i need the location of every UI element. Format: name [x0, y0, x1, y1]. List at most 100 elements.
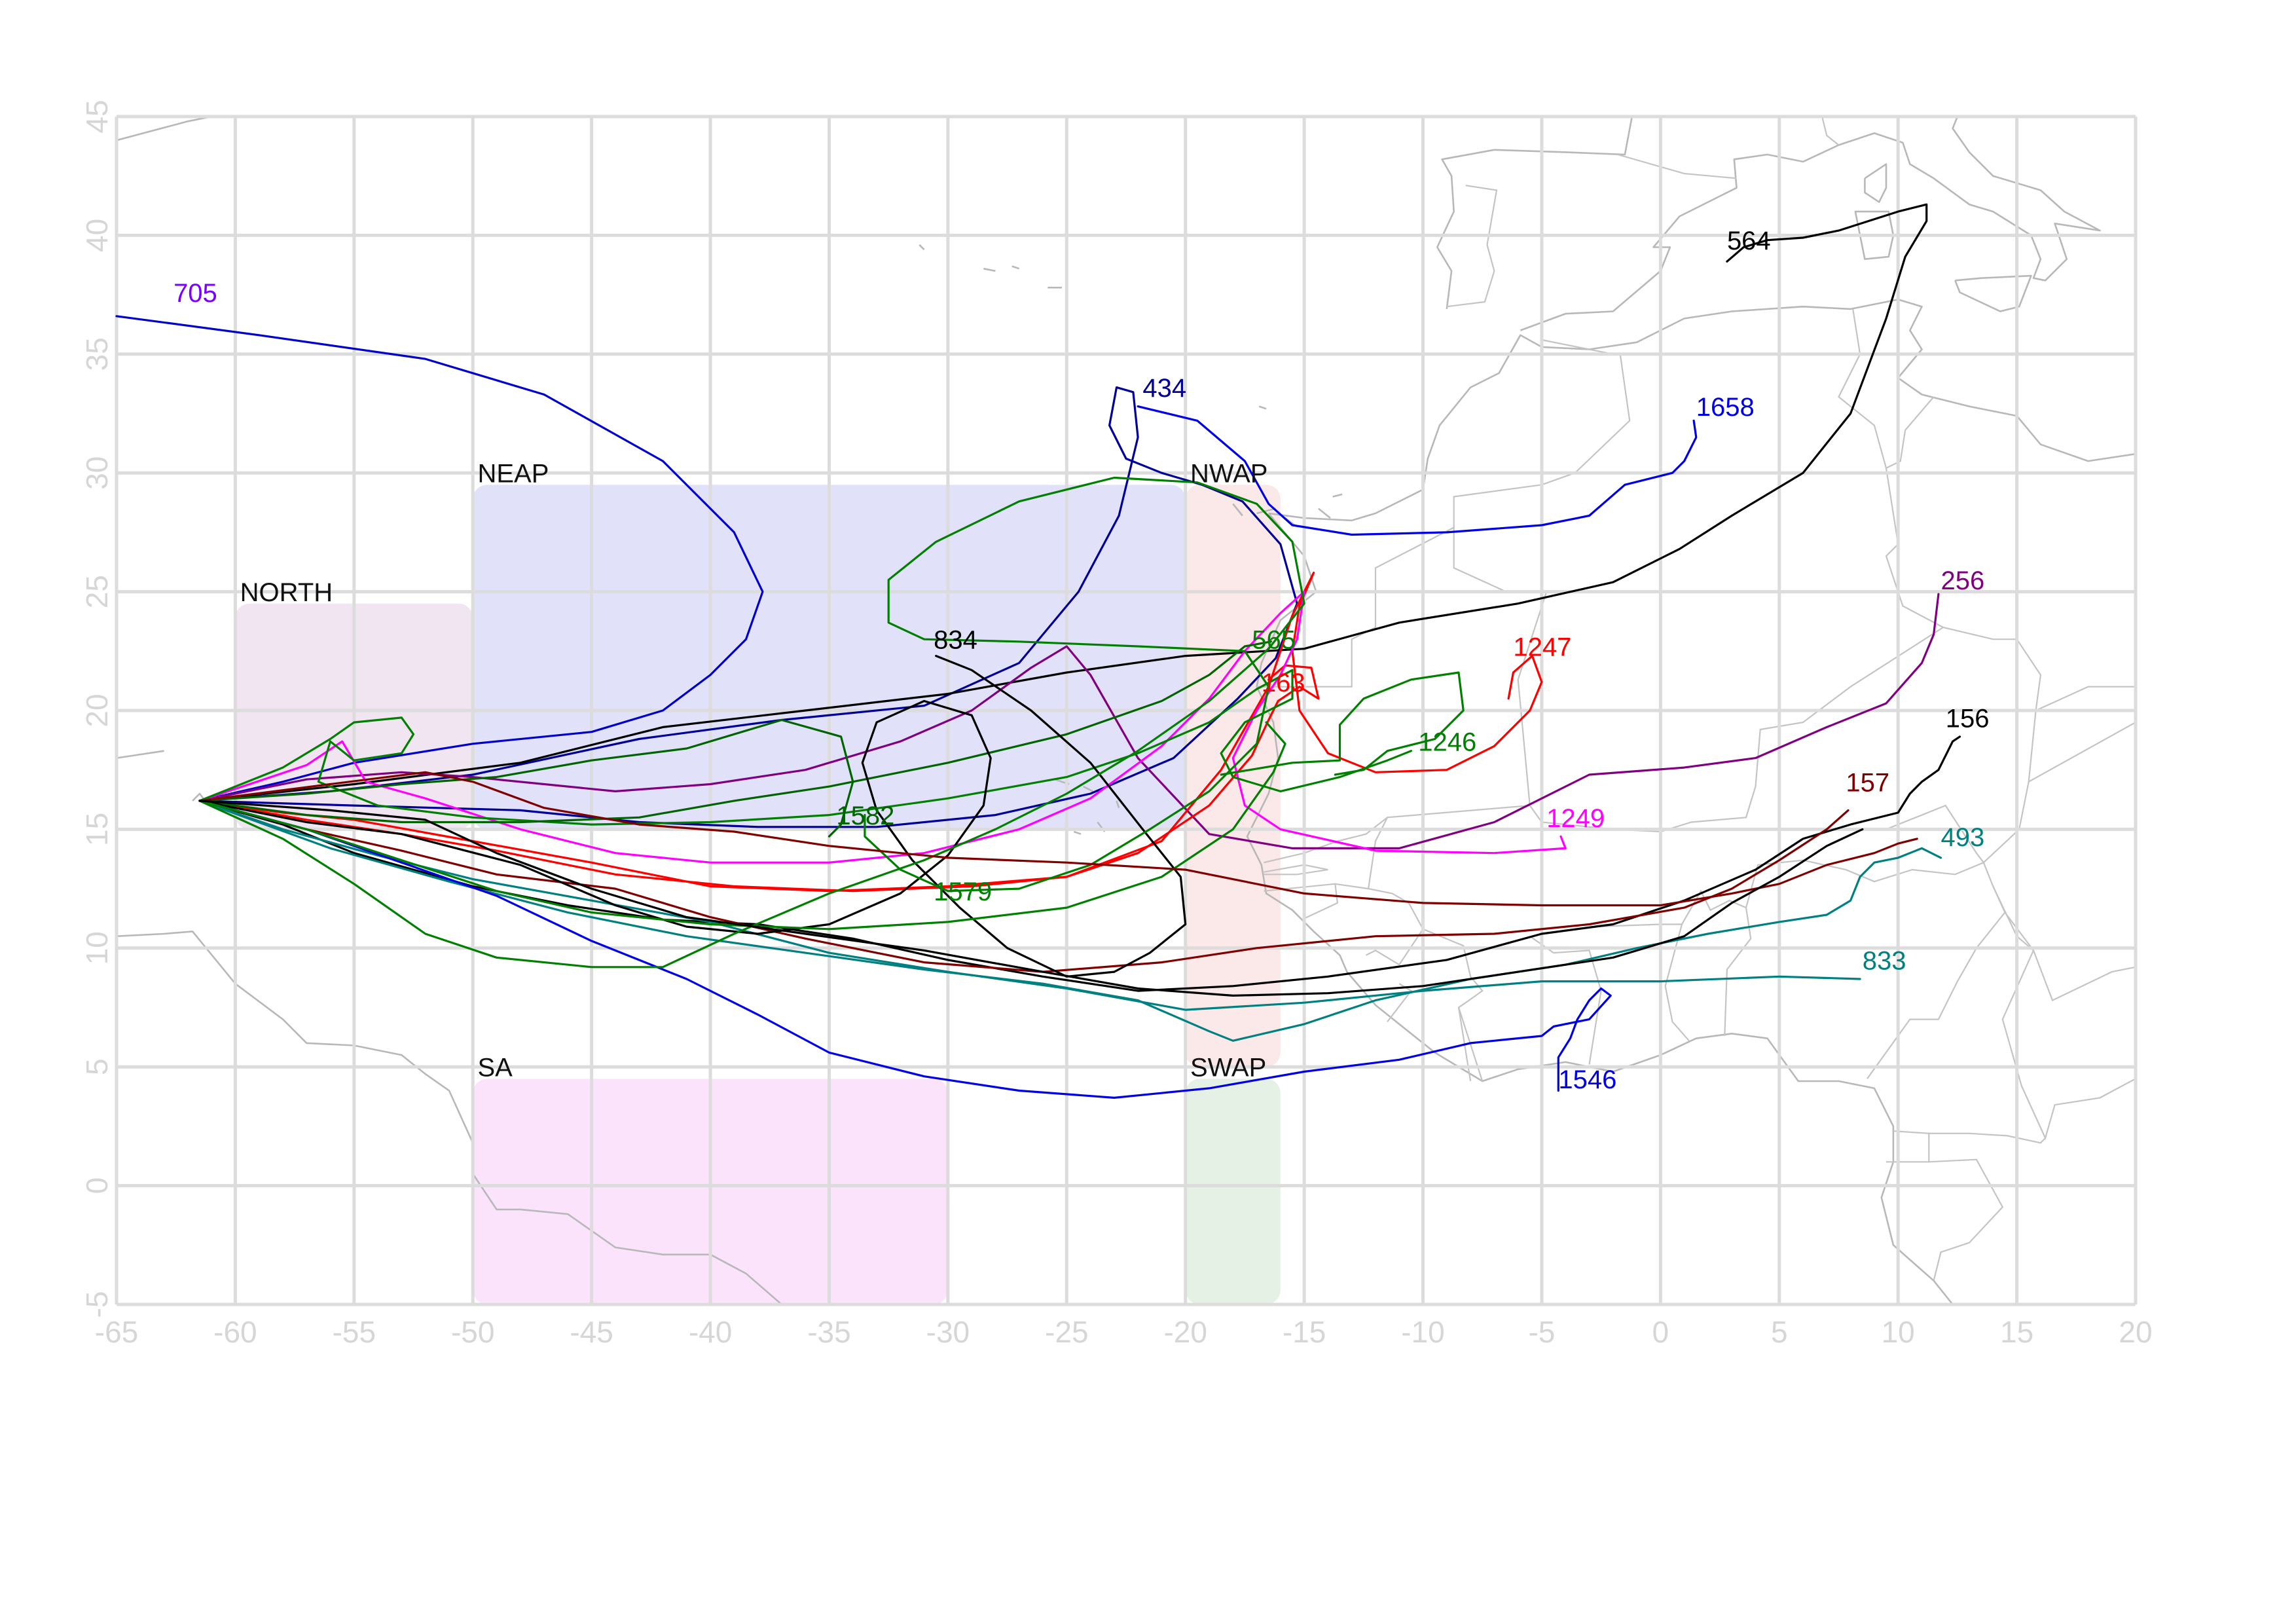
- x-tick-label: -20: [1163, 1315, 1207, 1349]
- country-border: [1446, 185, 1498, 308]
- trajectory-1246: [198, 669, 1412, 826]
- trajectory-1579: [198, 476, 1305, 969]
- y-tick-label: 40: [80, 219, 114, 252]
- x-tick-label: -45: [570, 1315, 613, 1349]
- x-tick-label: 5: [1771, 1315, 1788, 1349]
- coastline: [1246, 513, 1969, 1306]
- trajectory-1546: [198, 800, 1612, 1099]
- trajectory-1658: [1137, 405, 1698, 536]
- country-border: [1886, 1130, 1930, 1163]
- coastline: [116, 750, 164, 759]
- country-border: [1992, 886, 2136, 1002]
- region-label-sa: SA: [477, 1054, 513, 1082]
- region-label-swap: SWAP: [1190, 1054, 1266, 1082]
- country-border: [1617, 153, 1737, 179]
- island: [1332, 493, 1343, 498]
- y-tick-label: 10: [80, 931, 114, 965]
- trajectory-black-c: [198, 800, 1864, 997]
- country-border: [1681, 889, 1752, 1037]
- coastline: [1864, 163, 1887, 203]
- coastline: [1436, 116, 1633, 310]
- region-label-neap: NEAP: [477, 460, 549, 489]
- trajectory-label-1582: 1582: [836, 802, 894, 830]
- trajectory-lines: [115, 203, 1961, 1099]
- country-border: [1929, 1132, 2046, 1144]
- coastline: [116, 931, 782, 1305]
- y-axis-ticks: 45 40 35 30 25 20 15 10 5 0 -5: [80, 100, 114, 1318]
- trajectory-label-1579: 1579: [934, 877, 992, 906]
- country-border: [1387, 983, 1413, 1022]
- x-tick-label: -30: [926, 1315, 970, 1349]
- grid-lines: [115, 115, 2138, 1306]
- country-border: [1821, 116, 1840, 146]
- trajectory-label-434: 434: [1142, 374, 1186, 403]
- trajectory-157: [198, 800, 1850, 973]
- x-tick-label: 10: [1882, 1315, 1915, 1349]
- country-border: [1929, 1158, 2004, 1281]
- trajectory-label-157: 157: [1846, 768, 1889, 797]
- trajectory-label-834: 834: [934, 626, 977, 655]
- island: [919, 244, 925, 251]
- trajectory-label-1546: 1546: [1558, 1065, 1616, 1094]
- x-tick-label: 15: [2000, 1315, 2033, 1349]
- trajectory-label-493: 493: [1941, 823, 1984, 852]
- country-border: [1886, 396, 1935, 469]
- x-tick-label: -15: [1283, 1315, 1326, 1349]
- trajectory-434: [198, 386, 1298, 828]
- x-axis-ticks: -65 -60 -55 -50 -45 -40 -35 -30 -25 -20 -15 -10 -5 0 5…: [95, 1315, 2153, 1349]
- x-tick-label: -65: [95, 1315, 138, 1349]
- region-label-north: NORTH: [240, 578, 333, 607]
- trajectory-label-256: 256: [1941, 566, 1984, 595]
- country-border: [1838, 308, 1944, 628]
- country-border: [1335, 883, 1369, 890]
- trajectory-565: [198, 640, 1272, 824]
- country-border: [1453, 354, 1631, 528]
- trajectory-156: [198, 735, 1961, 992]
- trajectory-1246b: [1220, 671, 1465, 776]
- trajectory-label-565: 565: [1252, 626, 1296, 655]
- island: [1116, 800, 1120, 809]
- island: [1073, 830, 1082, 835]
- island: [1258, 405, 1267, 410]
- x-tick-label: -5: [1528, 1315, 1555, 1349]
- region-box-swap: [1185, 1079, 1281, 1304]
- island: [983, 267, 996, 272]
- trajectory-493: [198, 800, 1942, 1042]
- trajectory-labels: 705 434 1658 564 256 1247 834 565 163 1246 156 157 4…: [173, 227, 1989, 1094]
- x-tick-label: -40: [689, 1315, 732, 1349]
- trajectory-256: [198, 593, 1940, 849]
- coastline: [116, 115, 283, 141]
- x-tick-label: 0: [1652, 1315, 1669, 1349]
- trajectory-label-156: 156: [1946, 704, 1990, 733]
- country-border: [2001, 912, 2136, 1141]
- trajectory-1582: [198, 718, 854, 838]
- x-tick-label: -10: [1401, 1315, 1444, 1349]
- island: [1083, 785, 1093, 792]
- x-tick-label: -55: [333, 1315, 376, 1349]
- x-tick-label: -60: [213, 1315, 257, 1349]
- y-tick-label: 30: [80, 456, 114, 490]
- x-tick-label: -35: [807, 1315, 850, 1349]
- trajectory-564: [198, 203, 1928, 802]
- region-labels: NORTH NEAP NWAP SWAP SA: [240, 460, 1268, 1082]
- trajectory-label-1246: 1246: [1418, 728, 1476, 757]
- y-tick-label: 0: [80, 1177, 114, 1194]
- island: [1232, 503, 1243, 517]
- trajectory-1249: [198, 591, 1567, 864]
- trajectory-label-564: 564: [1727, 227, 1771, 255]
- y-tick-label: 35: [80, 337, 114, 371]
- y-tick-label: 25: [80, 575, 114, 608]
- trajectory-label-1247: 1247: [1513, 633, 1571, 662]
- y-tick-label: -5: [80, 1291, 114, 1318]
- x-tick-label: 20: [2119, 1315, 2152, 1349]
- trajectory-green-c: [198, 721, 1286, 931]
- trajectory-label-163: 163: [1262, 669, 1305, 697]
- country-border: [1264, 864, 1328, 876]
- x-tick-label: -50: [451, 1315, 494, 1349]
- y-tick-label: 15: [80, 813, 114, 846]
- coastline: [1520, 116, 2101, 331]
- island: [1256, 507, 1276, 515]
- trajectory-163: [198, 664, 1320, 893]
- trajectory-705: [115, 315, 764, 802]
